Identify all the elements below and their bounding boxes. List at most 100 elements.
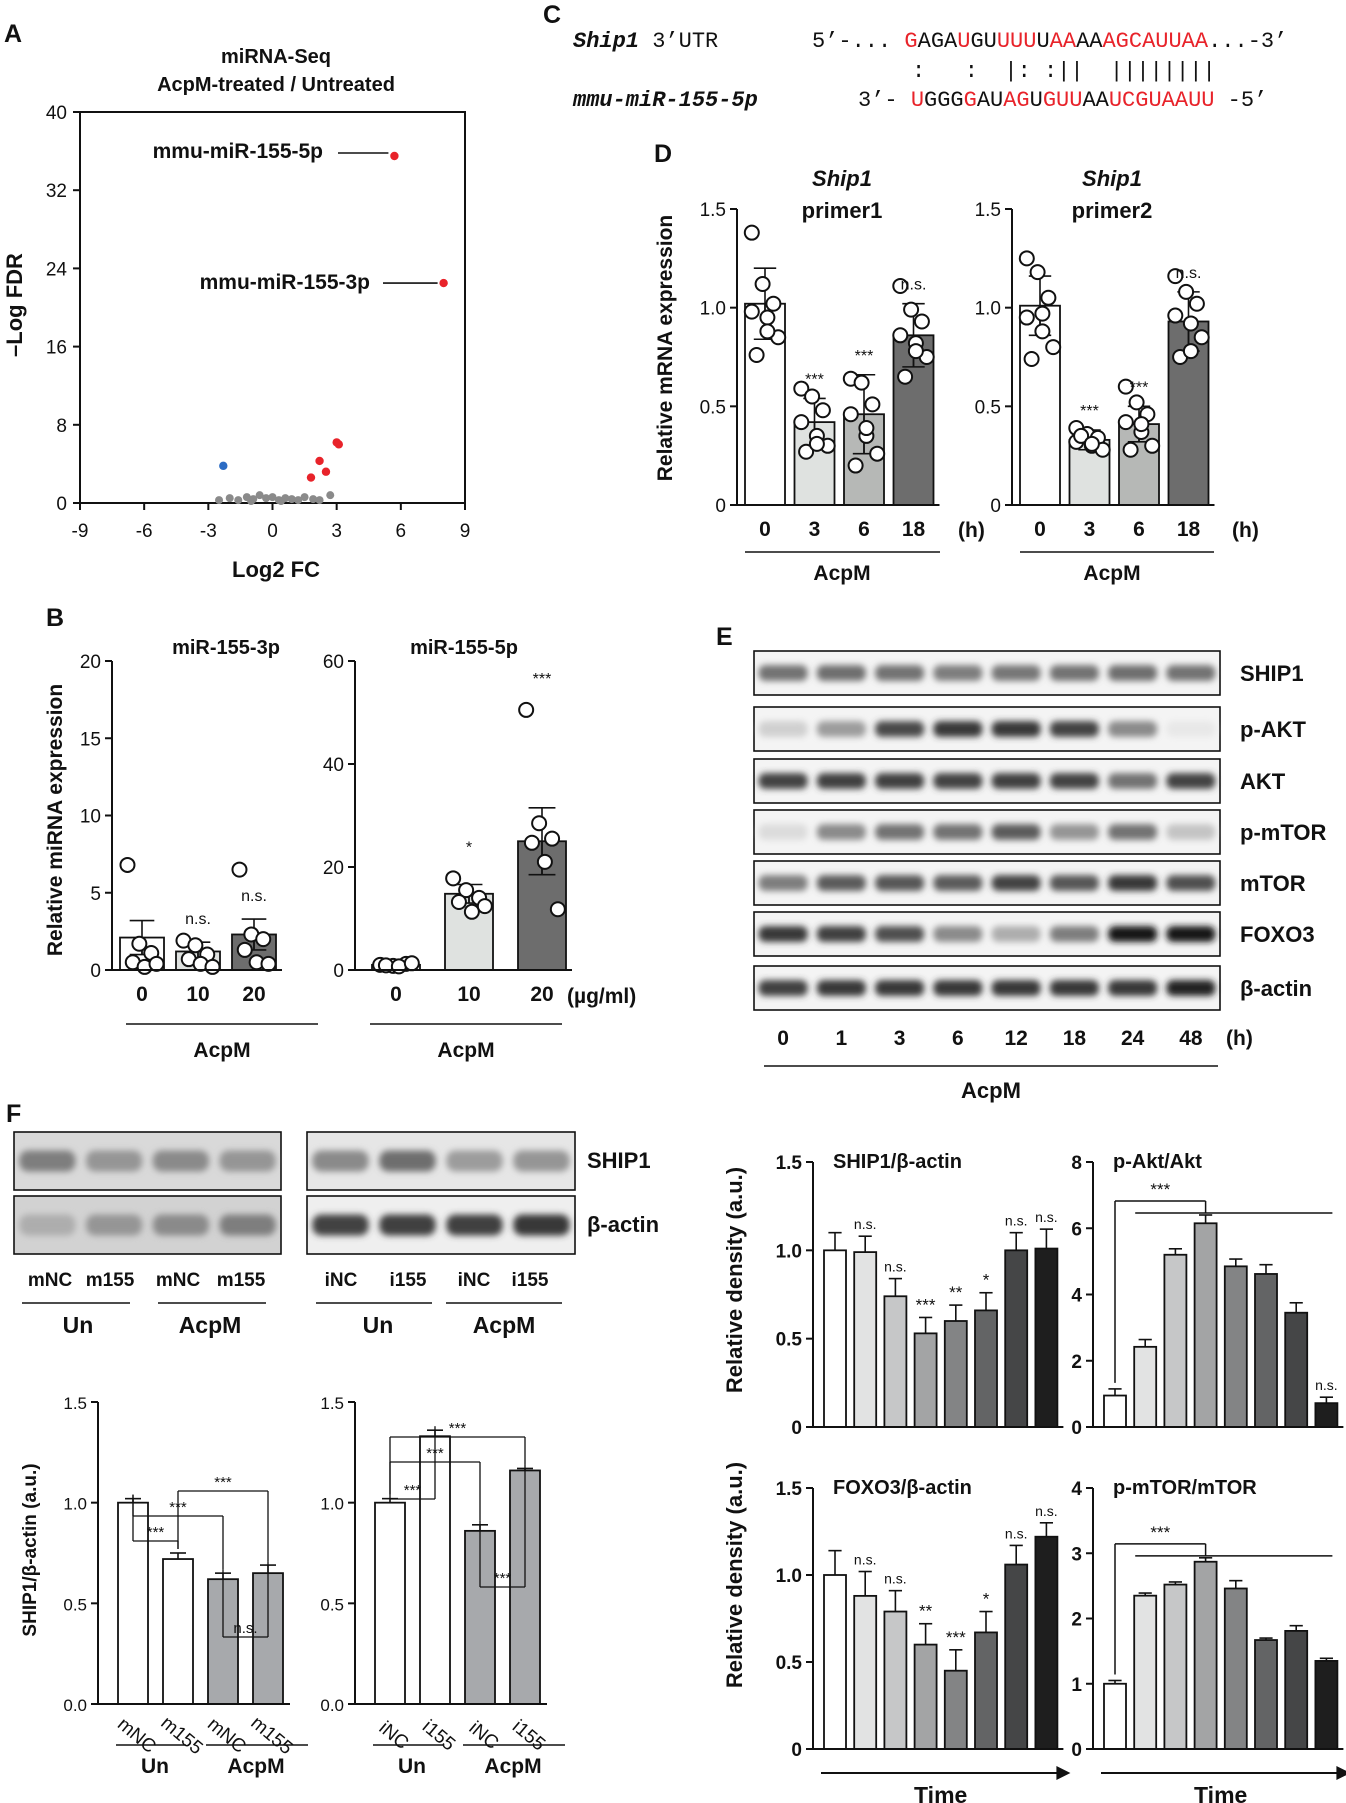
blot-e-3-band <box>1166 824 1216 840</box>
e-foxo3-y-tick-label: 1.5 <box>776 1479 803 1500</box>
e-pmtor-title: p-mTOR/mTOR <box>1113 1477 1257 1499</box>
d2-significance: *** <box>1130 379 1149 396</box>
f2-x-tick-label: iNC <box>465 1718 503 1754</box>
e-pmtor-y-tick-label: 2 <box>1071 1610 1082 1631</box>
row1-seed-base: AA <box>1050 29 1077 54</box>
volcano-frame <box>79 111 466 504</box>
d1-x-tick-label: 0 <box>759 518 771 541</box>
f2-bracket-significance: *** <box>426 1445 444 1462</box>
blot-e-1-band <box>1049 721 1099 737</box>
d2-data-point <box>1117 378 1134 395</box>
blot-e-protein-label: AKT <box>1240 769 1286 794</box>
blot-f-lane-label: iNC <box>325 1270 358 1291</box>
row2-seed-base: UCGUAAUU <box>1109 88 1215 113</box>
blot-f-left-actin-band <box>219 1214 276 1236</box>
b2-data-point <box>463 903 480 920</box>
d1-data-point <box>804 388 821 405</box>
panel-label-b: B <box>46 604 64 632</box>
blot-f-left-actin-band <box>152 1214 209 1236</box>
e-pmtor-bar <box>1254 1639 1278 1750</box>
d1-data-point <box>743 224 760 241</box>
volcano-point-up <box>334 440 344 449</box>
blot-e-protein-label: p-AKT <box>1240 717 1307 742</box>
d2-title-gene: Ship1 <box>1082 166 1142 191</box>
blot-e-timepoint: 3 <box>894 1027 906 1050</box>
blot-e-1-band <box>875 721 925 737</box>
f2-x-tick-label: i155 <box>418 1716 459 1755</box>
blot-e-6-band <box>991 980 1041 996</box>
volcano-point-ns <box>287 495 296 504</box>
d1-x-tick-label: 6 <box>858 518 870 541</box>
b1-x-tick-label: 10 <box>186 983 209 1006</box>
d1-data-point <box>892 327 909 344</box>
volcano-point-up <box>306 473 316 482</box>
volcano-point-ns <box>294 496 303 505</box>
volcano-x-tick-label: 0 <box>267 521 278 542</box>
volcano-point-up <box>390 151 399 161</box>
blot-e-timepoint: 1 <box>836 1027 848 1050</box>
e-pmtor-x-label: Time <box>1194 1782 1247 1803</box>
f1-bracket-significance: *** <box>147 1524 165 1541</box>
western-blots-time-course: SHIP1 p-AKT AKT p-mTOR mTOR FOXO3 β-actin 0 1 3 6 1… <box>753 650 1326 1103</box>
d1-y-tick-label: 0 <box>715 496 726 517</box>
volcano-point-ns <box>309 495 318 504</box>
e-ship1-significance: * <box>983 1271 990 1290</box>
blot-e-2-band <box>1049 773 1099 789</box>
b1-data-point <box>231 861 248 878</box>
blot-e-3-band <box>875 824 925 840</box>
b2-data-point <box>476 898 493 915</box>
blot-f-lane-label: m155 <box>86 1270 135 1291</box>
row1-seed-base: AGCAUUAA <box>1102 29 1208 54</box>
d1-data-point <box>903 301 920 318</box>
blot-f-group-label: Un <box>363 1312 394 1338</box>
d1-y-tick-label: 1.0 <box>700 299 726 320</box>
densitometry-charts: Relative density (a.u.) Relative density… <box>722 1151 1346 1803</box>
d2-y-tick-label: 0 <box>990 496 1001 517</box>
e-pakt-title: p-Akt/Akt <box>1113 1151 1202 1173</box>
d2-data-point <box>1128 394 1145 411</box>
d1-data-point <box>798 443 815 460</box>
e-foxo3-bar <box>1034 1535 1059 1750</box>
blot-f-lane-label: mNC <box>156 1270 201 1291</box>
blot-e-0-band <box>1166 665 1216 681</box>
d2-significance: *** <box>1080 403 1099 420</box>
d2-data-point <box>1034 305 1051 322</box>
d2-x-tick-label: 6 <box>1133 518 1145 541</box>
d2-data-point <box>1133 416 1150 433</box>
d2-data-point <box>1083 435 1100 452</box>
e-foxo3-bar <box>823 1574 847 1750</box>
volcano-x-tick-label: -9 <box>72 521 89 542</box>
d1-data-point <box>748 347 765 364</box>
b2-x-tick-label: 10 <box>457 983 480 1006</box>
d2-data-point <box>1122 441 1139 458</box>
row1-seed-base: G <box>904 29 917 54</box>
row2-seed-base: AG <box>1003 88 1029 113</box>
knockdown-blots: SHIP1 β-actin mNC m155 mNC m155 iNC i155 iNC i155… <box>13 1131 659 1338</box>
blot-e-5-band <box>1108 926 1158 942</box>
row1-base: AA <box>1076 29 1103 54</box>
volcano-x-tick-label: -6 <box>136 521 153 542</box>
e-pakt-bar <box>1133 1345 1158 1428</box>
e-foxo3-significance: *** <box>946 1628 966 1647</box>
e-pakt-bracket-significance: *** <box>1150 1180 1170 1199</box>
blot-e-4-band <box>991 875 1041 891</box>
b2-y-tick-label: 40 <box>323 755 344 776</box>
e-foxo3-bar <box>1004 1563 1029 1750</box>
blot-e-6-band <box>875 980 925 996</box>
blot-e-5-band <box>1166 926 1216 942</box>
row1-base: AGA <box>918 29 958 54</box>
e-pmtor-y-tick-label: 3 <box>1071 1544 1082 1565</box>
blot-e-timepoint: 48 <box>1179 1027 1203 1050</box>
blot-e-2-band <box>1108 773 1158 789</box>
d1-x-tick-label: 18 <box>902 518 926 541</box>
row1-gene: Ship1 3’UTR <box>573 29 718 54</box>
d1-data-point <box>793 380 810 397</box>
panel-label-f: F <box>6 1100 21 1128</box>
d2-data-point <box>1018 309 1035 326</box>
ship1-mrna-charts: Relative mRNA expression Ship1 primer1 Shi… <box>654 166 1259 585</box>
volcano-y-tick-label: 8 <box>56 416 67 437</box>
panel-label-c: C <box>543 1 561 29</box>
d2-data-point <box>1167 268 1184 285</box>
d1-data-point <box>913 313 930 330</box>
blot-e-3-band <box>991 824 1041 840</box>
